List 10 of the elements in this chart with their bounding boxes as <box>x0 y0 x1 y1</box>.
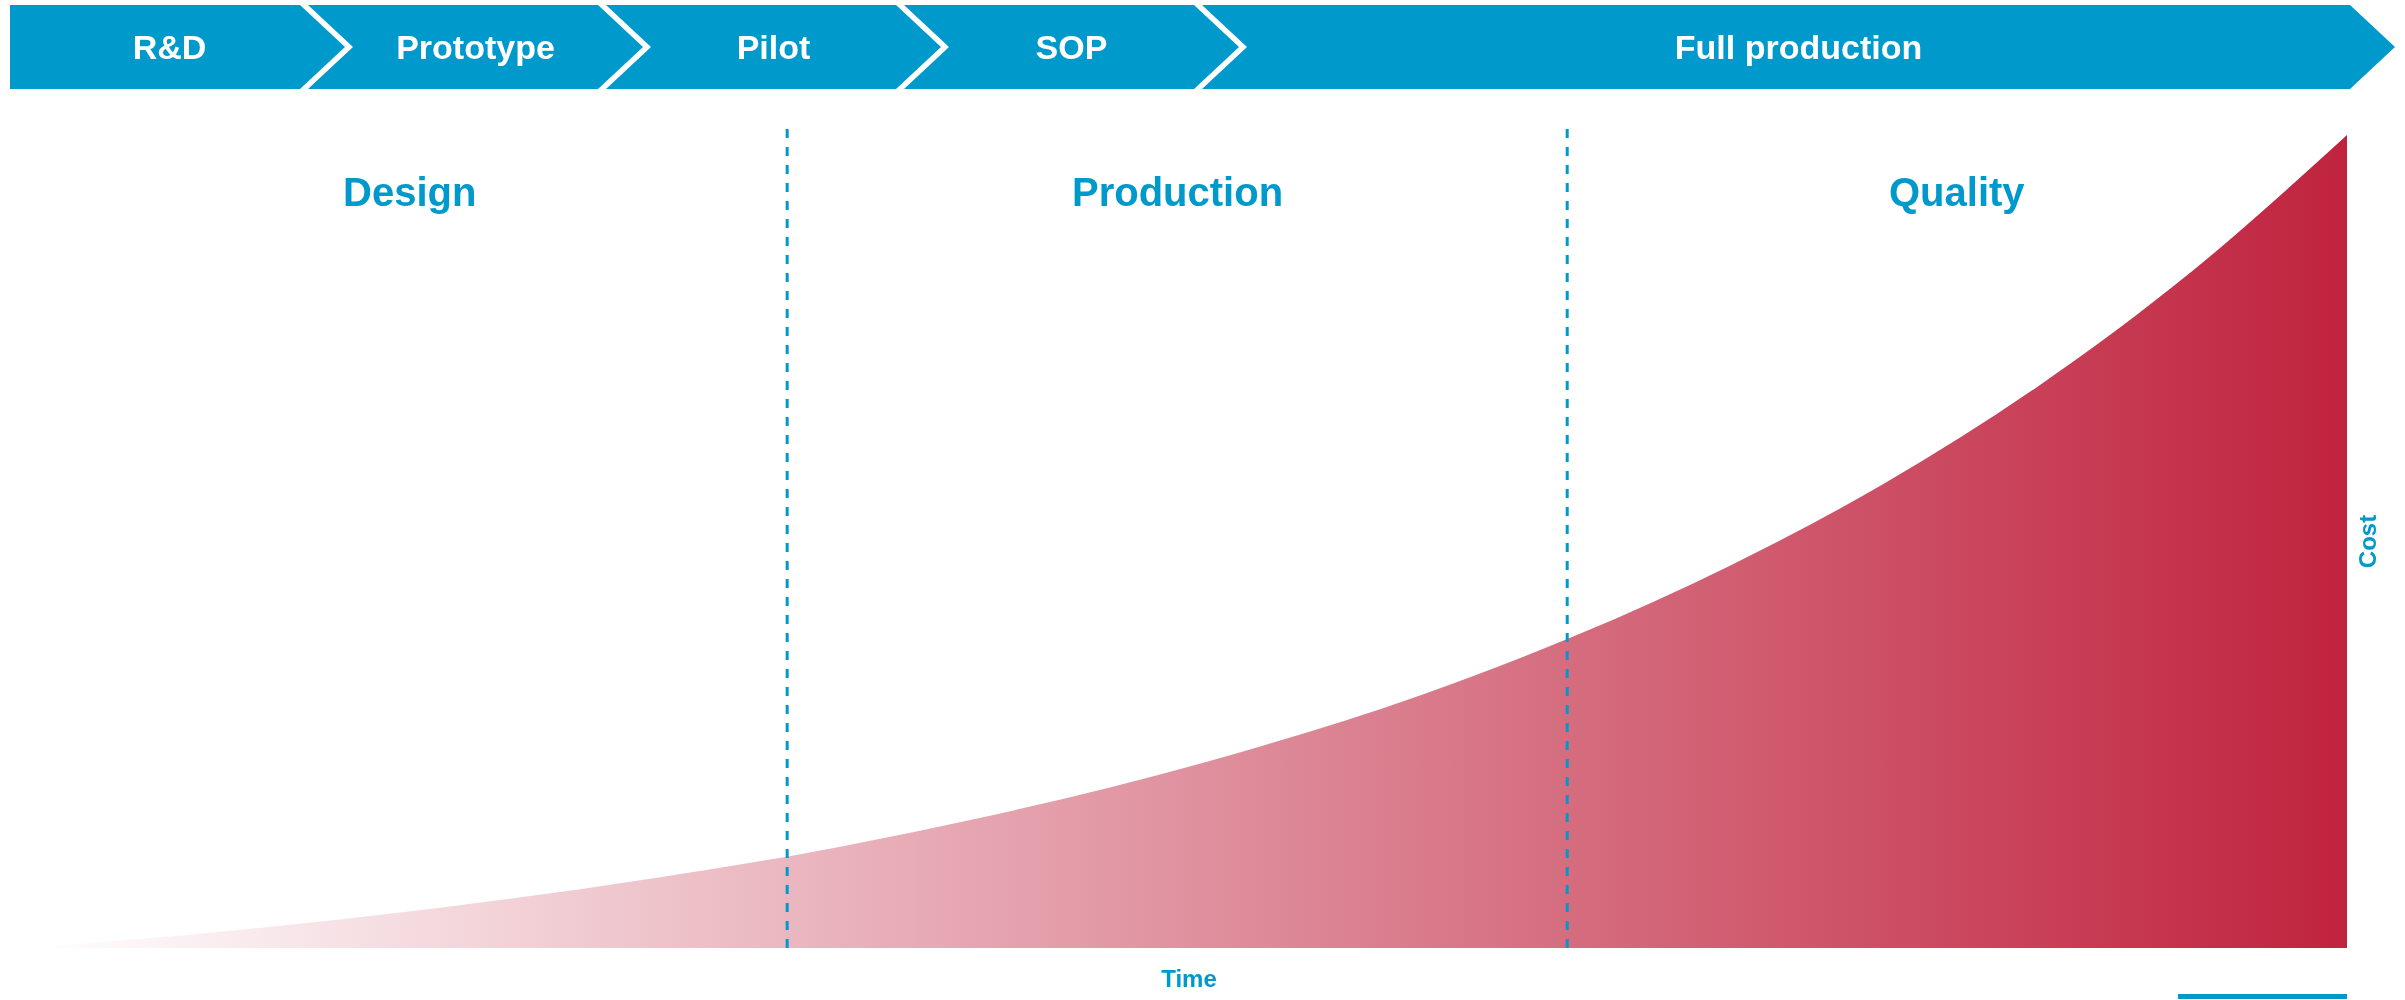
annotation: Production <box>1072 170 1284 214</box>
x-axis-title: Time <box>1161 965 1217 993</box>
y-axis-title: Cost <box>2354 514 2382 569</box>
text: Prototype <box>396 28 555 66</box>
annotation: Design <box>343 170 477 214</box>
text: Pilot <box>736 28 811 66</box>
text: Full production <box>1674 28 1923 66</box>
annotation: Quality <box>1889 170 2026 214</box>
text: SOP <box>1035 28 1108 66</box>
text: R&D <box>132 28 207 66</box>
